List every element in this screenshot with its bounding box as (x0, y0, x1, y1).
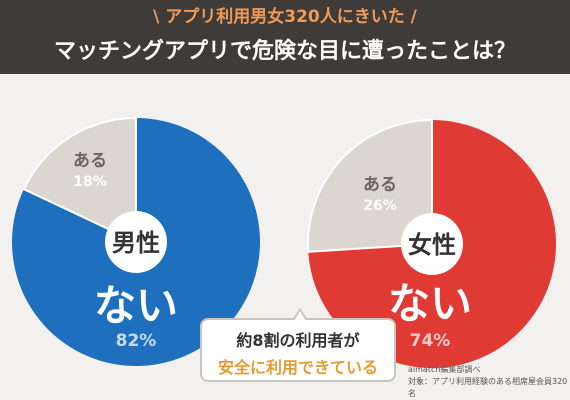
male-slice-aru (22, 116, 137, 244)
female-slice-aru (307, 118, 433, 253)
header-title: マッチングアプリで危険な目に遭ったことは？ (53, 39, 516, 64)
callout-line-2: 安全に利用できている (217, 358, 378, 377)
male-label-aru: ある (73, 151, 107, 171)
male-pct-aru: 18% (73, 174, 107, 190)
female-label-nai: ない (388, 279, 472, 328)
callout-line-1: 約8割の利用者が (236, 331, 360, 350)
female-title: 女性 (408, 231, 456, 259)
male-pct-nai: 82% (116, 331, 157, 351)
male-center-circle (105, 211, 167, 273)
female-pct-aru: 26% (363, 198, 397, 214)
header-subtitle: \ アプリ利用男女320人にきいた / (153, 7, 417, 27)
male-title: 男性 (112, 229, 160, 257)
female-label-aru: ある (363, 175, 397, 195)
male-label-nai: ない (94, 281, 178, 330)
source-note: aimatch編集部調べ 対象：アプリ利用経験のある相席屋会員320名 (408, 364, 568, 400)
female-pct-nai: 74% (410, 331, 451, 351)
header-banner: \ アプリ利用男女320人にきいた / マッチングアプリで危険な目に遭ったことは… (0, 0, 570, 74)
source-line-1: aimatch編集部調べ (408, 365, 481, 374)
female-center-circle (401, 213, 463, 275)
summary-callout: 約8割の利用者が 安全に利用できている (200, 308, 396, 382)
source-line-2: 対象：アプリ利用経験のある相席屋会員320名 (408, 377, 568, 398)
